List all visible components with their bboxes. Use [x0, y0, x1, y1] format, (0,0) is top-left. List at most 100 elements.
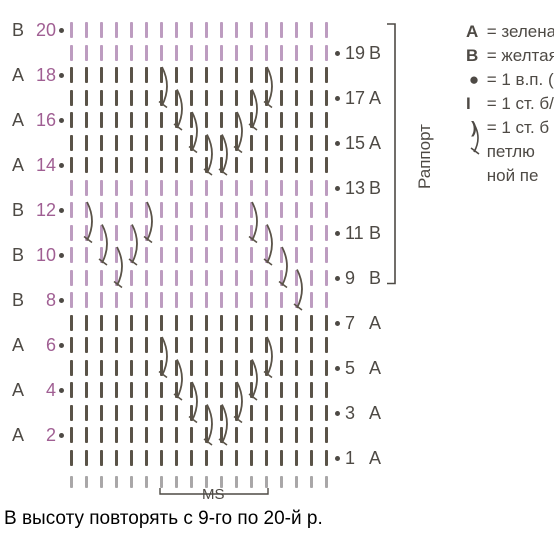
stitch	[310, 405, 313, 421]
row-letter-right: B	[369, 178, 381, 199]
stitch	[115, 382, 118, 398]
stitch	[250, 112, 253, 128]
stitch	[160, 405, 163, 421]
row-number-right: 11	[345, 223, 364, 244]
stitch	[145, 157, 148, 173]
stitch	[175, 135, 178, 151]
stitch	[85, 180, 88, 196]
stitch	[145, 427, 148, 443]
stitch	[130, 450, 133, 466]
stitch	[145, 90, 148, 106]
stitch	[145, 202, 148, 218]
stitch	[175, 247, 178, 263]
stitch	[325, 22, 328, 38]
stitch	[145, 67, 148, 83]
stitch	[280, 247, 283, 263]
stitch	[115, 45, 118, 61]
stitch	[205, 292, 208, 308]
stitch	[280, 112, 283, 128]
stitch	[85, 405, 88, 421]
stitch	[100, 292, 103, 308]
stitch	[250, 427, 253, 443]
stitch	[205, 90, 208, 106]
stitch	[220, 247, 223, 263]
stitch	[85, 360, 88, 376]
stitch	[100, 427, 103, 443]
stitch	[160, 292, 163, 308]
stitch	[235, 450, 238, 466]
stitch	[160, 180, 163, 196]
stitch	[280, 427, 283, 443]
stitch	[310, 202, 313, 218]
stitch	[280, 405, 283, 421]
stitch	[280, 270, 283, 286]
stitch	[115, 180, 118, 196]
row-number-left: 12	[28, 200, 56, 221]
stitch	[325, 135, 328, 151]
stitch	[130, 247, 133, 263]
stitch	[235, 225, 238, 241]
stitch	[205, 67, 208, 83]
stitch	[265, 360, 268, 376]
stitch	[250, 180, 253, 196]
stitch	[100, 157, 103, 173]
stitch	[100, 22, 103, 38]
stitch	[310, 337, 313, 353]
stitch	[265, 67, 268, 83]
stitch	[295, 22, 298, 38]
stitch	[70, 112, 73, 128]
stitch	[70, 382, 73, 398]
stitch	[235, 22, 238, 38]
stitch	[250, 157, 253, 173]
stitch	[190, 337, 193, 353]
stitch	[145, 382, 148, 398]
row-letter-left: A	[4, 335, 24, 356]
stitch	[130, 45, 133, 61]
stitch	[85, 337, 88, 353]
stitch	[295, 382, 298, 398]
row-letter-left: A	[4, 425, 24, 446]
stitch	[325, 225, 328, 241]
stitch	[115, 270, 118, 286]
stitch	[205, 22, 208, 38]
stitch	[130, 337, 133, 353]
row-number-right: 5	[345, 358, 355, 379]
stitch	[295, 135, 298, 151]
stitch	[310, 45, 313, 61]
stitch	[205, 202, 208, 218]
stitch	[325, 450, 328, 466]
stitch	[100, 45, 103, 61]
stitch	[160, 22, 163, 38]
stitch	[265, 202, 268, 218]
stitch	[295, 360, 298, 376]
stitch	[250, 247, 253, 263]
stitch	[235, 135, 238, 151]
stitch	[175, 315, 178, 331]
stitch	[175, 90, 178, 106]
stitch	[280, 180, 283, 196]
ms-label: MS	[202, 486, 225, 503]
stitch	[235, 157, 238, 173]
stitch	[130, 22, 133, 38]
stitch	[175, 157, 178, 173]
stitch	[160, 67, 163, 83]
row-number-left: 18	[28, 65, 56, 86]
stitch	[85, 315, 88, 331]
row-letter-left: A	[4, 380, 24, 401]
stitch	[100, 180, 103, 196]
row-letter-left: A	[4, 155, 24, 176]
stitch	[190, 405, 193, 421]
stitch	[160, 382, 163, 398]
stitch	[310, 292, 313, 308]
stitch	[130, 90, 133, 106]
stitch	[265, 382, 268, 398]
stitch	[190, 157, 193, 173]
stitch	[280, 450, 283, 466]
stitch	[70, 202, 73, 218]
stitch	[130, 360, 133, 376]
stitch	[265, 90, 268, 106]
stitch	[220, 427, 223, 443]
stitch	[220, 270, 223, 286]
stitch	[265, 427, 268, 443]
stitch	[235, 405, 238, 421]
